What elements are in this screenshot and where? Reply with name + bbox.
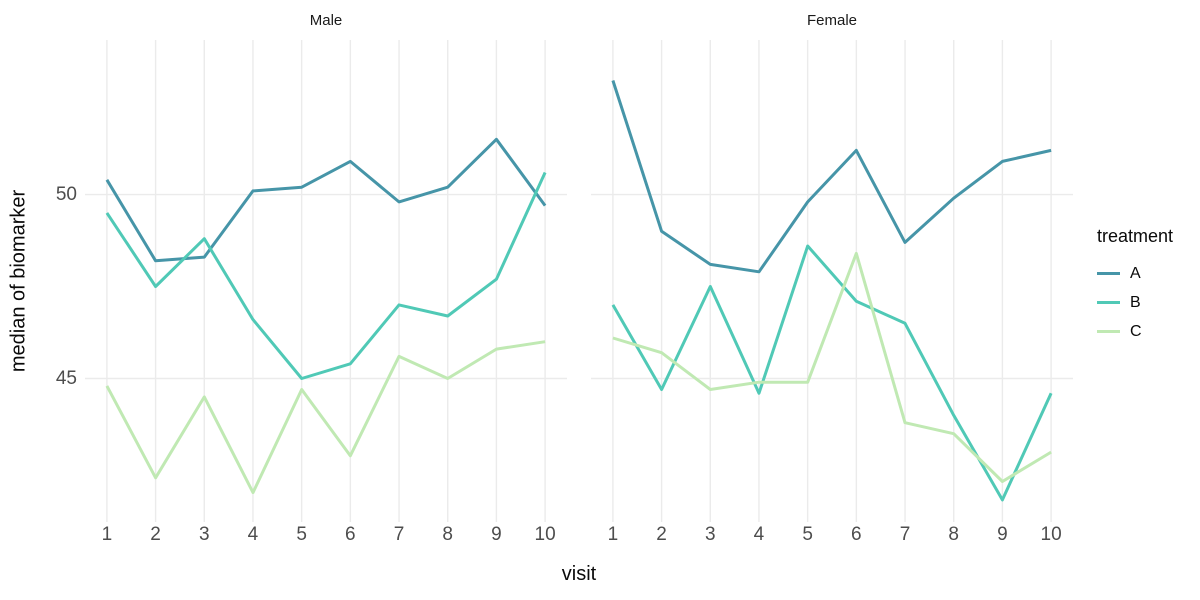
x-tick-label: 10 <box>534 524 556 545</box>
legend-label-b: B <box>1130 293 1141 311</box>
x-axis-tick-labels-female: 1 2 3 4 5 6 7 8 9 10 <box>591 524 1073 548</box>
y-tick-label: 50 <box>55 183 77 205</box>
x-tick-label: 2 <box>150 524 161 545</box>
legend-key-line-b <box>1097 301 1120 304</box>
x-tick-label: 8 <box>442 524 453 545</box>
x-tick-label: 1 <box>607 524 619 545</box>
y-axis-title: median of biomarker <box>7 189 30 373</box>
x-tick-label: 1 <box>101 524 113 545</box>
x-tick-label: 4 <box>247 524 259 545</box>
x-tick-label: 5 <box>296 524 307 545</box>
y-tick-label: 45 <box>55 367 77 389</box>
legend-entry-b: B <box>1097 288 1197 317</box>
x-tick-label: 8 <box>948 524 959 545</box>
legend-label-a: A <box>1130 264 1141 282</box>
panel-female <box>591 40 1073 522</box>
x-tick-label: 10 <box>1040 524 1062 545</box>
series-line-a-female <box>611 80 1052 274</box>
series-line-a-male <box>105 137 547 263</box>
y-axis-tick-labels: 45 50 <box>38 40 77 522</box>
x-tick-label: 5 <box>802 524 813 545</box>
x-axis-title: visit <box>561 563 597 585</box>
x-tick-label: 7 <box>393 524 405 545</box>
facet-strip-female: Female <box>806 11 858 29</box>
legend-title: treatment <box>1097 226 1174 246</box>
x-tick-label: 2 <box>656 524 667 545</box>
legend-entry-a: A <box>1097 259 1197 288</box>
panel-male <box>85 40 567 522</box>
legend-entry-c: C <box>1097 317 1197 346</box>
legend-key-line-c <box>1097 330 1120 333</box>
x-tick-label: 4 <box>753 524 765 545</box>
x-tick-label: 3 <box>704 524 716 545</box>
series-line-b-female <box>611 244 1053 502</box>
x-tick-label: 9 <box>997 524 1008 545</box>
legend-key-line-a <box>1097 272 1120 275</box>
series-line-c-male <box>105 340 546 495</box>
legend: treatment A B C <box>1097 226 1197 346</box>
series-line-b-male <box>105 171 547 380</box>
facet-strip-male: Male <box>309 11 343 29</box>
x-axis-tick-labels-male: 1 2 3 4 5 6 7 8 9 10 <box>85 524 567 548</box>
x-tick-label: 3 <box>198 524 210 545</box>
x-tick-label: 6 <box>851 524 862 545</box>
x-tick-label: 9 <box>491 524 502 545</box>
legend-label-c: C <box>1130 322 1142 340</box>
series-line-c-female <box>612 251 1052 483</box>
x-tick-label: 6 <box>345 524 356 545</box>
x-tick-label: 7 <box>899 524 911 545</box>
